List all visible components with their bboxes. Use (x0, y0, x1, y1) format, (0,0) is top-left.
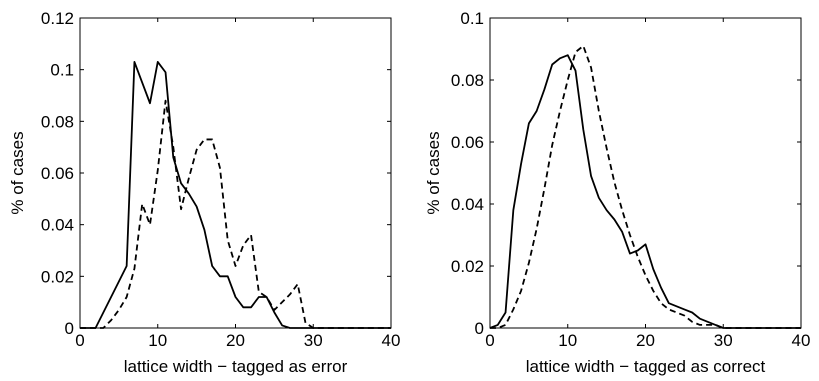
x-tick-label: 40 (792, 331, 811, 350)
y-tick-label: 0.1 (460, 9, 484, 28)
x-tick-label: 20 (636, 331, 655, 350)
left-x-axis-label: lattice width − tagged as error (124, 357, 348, 376)
right-series-solid (489, 54, 801, 329)
y-tick-label: 0.08 (41, 112, 74, 131)
x-tick-label: 40 (382, 331, 401, 350)
left-y-axis-label: % of cases (8, 131, 27, 214)
left-series-group (80, 61, 391, 329)
right-series-group (489, 45, 801, 329)
right-plot: 0 10 20 30 40 0 0.02 0.04 0.06 0.08 0.1 lattice wi… (424, 9, 810, 376)
left-ticks: 0 10 20 30 40 0 0.02 0.04 0.06 0.08 0.1 0.12 (41, 9, 401, 350)
x-tick-label: 30 (304, 331, 323, 350)
y-tick-label: 0.04 (451, 195, 484, 214)
left-series-dashed (80, 99, 391, 329)
x-tick-label: 10 (148, 331, 167, 350)
left-plot: 0 10 20 30 40 0 0.02 0.04 0.06 0.08 0.1 0.12 lattic… (8, 9, 400, 376)
right-y-axis-label: % of cases (424, 131, 443, 214)
y-tick-label: 0.02 (41, 267, 74, 286)
y-tick-label: 0 (65, 319, 74, 338)
x-tick-label: 30 (714, 331, 733, 350)
right-x-axis-label: lattice width − tagged as correct (526, 357, 766, 376)
y-tick-label: 0.08 (451, 71, 484, 90)
y-tick-label: 0.06 (41, 164, 74, 183)
left-series-solid (80, 61, 391, 329)
y-tick-label: 0.04 (41, 216, 74, 235)
y-tick-label: 0.02 (451, 257, 484, 276)
y-tick-label: 0.12 (41, 9, 74, 28)
x-tick-label: 20 (226, 331, 245, 350)
y-tick-label: 0.06 (451, 133, 484, 152)
right-axes-box (489, 17, 802, 329)
right-ticks: 0 10 20 30 40 0 0.02 0.04 0.06 0.08 0.1 (451, 9, 811, 350)
y-tick-label: 0.1 (50, 61, 74, 80)
right-series-dashed (490, 45, 801, 329)
x-tick-label: 0 (485, 331, 494, 350)
left-axes-box (79, 17, 392, 329)
x-tick-label: 0 (75, 331, 84, 350)
x-tick-label: 10 (558, 331, 577, 350)
y-tick-label: 0 (475, 319, 484, 338)
